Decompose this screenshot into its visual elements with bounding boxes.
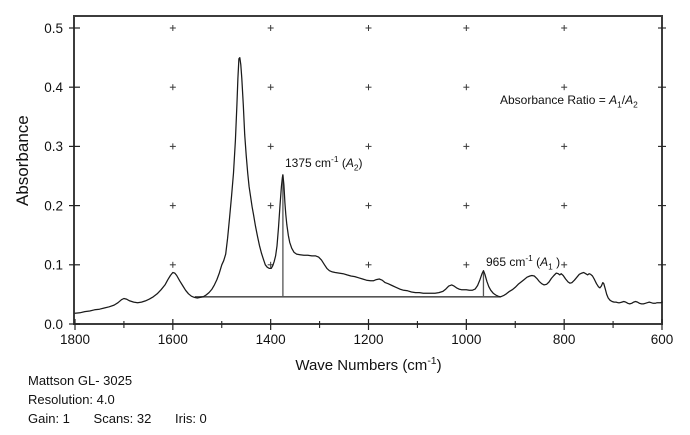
- absorbance-ratio-note: Absorbance Ratio = A1/A2: [500, 93, 638, 110]
- y-tick-label: 0.2: [44, 198, 63, 213]
- instrument-name: Mattson GL- 3025: [28, 373, 133, 388]
- text-segment: 1: [548, 261, 553, 272]
- x-tick-label: 1800: [60, 332, 90, 347]
- text-segment: ): [436, 357, 442, 374]
- text-segment: -1: [525, 253, 533, 263]
- y-axis-title: Absorbance: [13, 115, 32, 206]
- text-segment: 1: [617, 99, 622, 110]
- text-segment: A: [540, 255, 549, 269]
- y-tick-label: 0.4: [44, 80, 63, 95]
- text-segment: -1: [427, 355, 437, 367]
- text-segment: Absorbance Ratio =: [500, 93, 610, 107]
- spectrum-curve: [74, 56, 663, 314]
- text-segment: -1: [331, 154, 339, 164]
- y-tick-label: 0.0: [44, 317, 63, 332]
- text-segment: A: [345, 156, 354, 170]
- x-tick-label: 800: [553, 332, 576, 347]
- text-segment: ): [358, 156, 363, 170]
- plot-border: [73, 15, 663, 325]
- text-segment: 2: [353, 162, 359, 173]
- instrument-info-block: Mattson GL- 3025 Resolution: 4.0 Gain: 1…: [28, 371, 207, 428]
- iris-value: Iris: 0: [175, 411, 207, 426]
- x-tick-label: 1200: [353, 332, 383, 347]
- gain-value: Gain: 1: [28, 411, 70, 426]
- resolution-line: Resolution: 4.0: [28, 392, 115, 407]
- text-segment: 965 cm: [486, 255, 526, 269]
- peak-label-965: 965 cm-1 (A1 ): [486, 253, 561, 272]
- text-segment: (: [532, 255, 541, 269]
- y-tick-label: 0.1: [44, 258, 63, 273]
- x-tick-label: 1600: [158, 332, 188, 347]
- text-segment: ): [552, 255, 561, 269]
- peak-label-1375: 1375 cm-1 (A2): [285, 154, 363, 173]
- text-segment: (: [338, 156, 346, 170]
- y-tick-label: 0.5: [44, 21, 63, 36]
- text-segment: A: [625, 93, 634, 107]
- x-tick-label: 1000: [451, 332, 481, 347]
- text-segment: Wave Numbers (cm: [295, 357, 428, 374]
- text-segment: A: [609, 93, 618, 107]
- scans-value: Scans: 32: [93, 411, 152, 426]
- y-tick-label: 0.3: [44, 139, 63, 154]
- text-segment: /: [621, 93, 626, 107]
- text-segment: 2: [633, 99, 638, 110]
- x-axis-title: Wave Numbers (cm-1): [75, 355, 662, 374]
- acquisition-line: Gain: 1 Scans: 32 Iris: 0: [28, 409, 207, 428]
- x-tick-label: 600: [651, 332, 674, 347]
- text-segment: 1375 cm: [285, 156, 332, 170]
- x-tick-label: 1400: [256, 332, 286, 347]
